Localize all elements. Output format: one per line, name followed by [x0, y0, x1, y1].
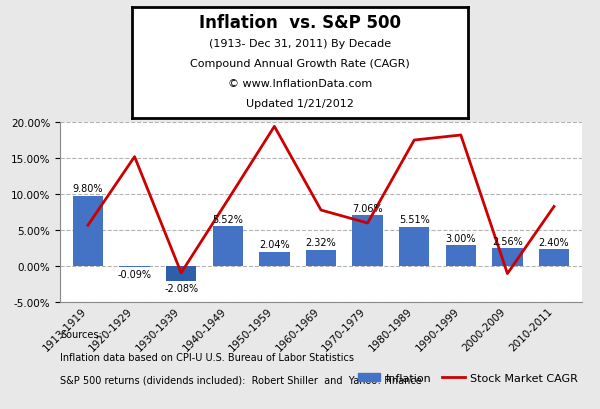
Text: -2.08%: -2.08% [164, 284, 198, 294]
Text: -0.09%: -0.09% [118, 270, 152, 279]
Bar [212, 227, 243, 267]
Text: (1913- Dec 31, 2011) By Decade: (1913- Dec 31, 2011) By Decade [209, 39, 391, 49]
Text: 2.56%: 2.56% [492, 236, 523, 246]
Bar [166, 267, 196, 282]
Text: 3.00%: 3.00% [446, 233, 476, 243]
Text: 2.32%: 2.32% [305, 238, 337, 248]
Legend: Inflation, Stock Market CAGR: Inflation, Stock Market CAGR [353, 368, 583, 387]
Text: Sources:: Sources: [60, 329, 102, 339]
Bar [352, 216, 383, 267]
Bar [399, 227, 430, 267]
Bar [539, 249, 569, 267]
Text: 9.80%: 9.80% [73, 184, 103, 194]
Text: Inflation data based on CPI-U U.S. Bureau of Labor Statistics: Inflation data based on CPI-U U.S. Burea… [60, 352, 354, 362]
Bar [446, 245, 476, 267]
Text: 5.52%: 5.52% [212, 215, 243, 225]
Text: Compound Annual Growth Rate (CAGR): Compound Annual Growth Rate (CAGR) [190, 59, 410, 69]
Text: © www.InflationData.com: © www.InflationData.com [228, 79, 372, 89]
Bar [306, 250, 336, 267]
Text: 2.04%: 2.04% [259, 240, 290, 250]
Text: Updated 1/21/2012: Updated 1/21/2012 [246, 99, 354, 109]
Bar [73, 196, 103, 267]
Text: 7.06%: 7.06% [352, 204, 383, 213]
Text: 2.40%: 2.40% [539, 237, 569, 247]
Text: 5.51%: 5.51% [399, 215, 430, 225]
Text: S&P 500 returns (dividends included):  Robert Shiller  and  Yahoo! Finance: S&P 500 returns (dividends included): Ro… [60, 374, 422, 384]
Bar [492, 248, 523, 267]
Bar [259, 252, 290, 267]
Text: Inflation  vs. S&P 500: Inflation vs. S&P 500 [199, 13, 401, 31]
